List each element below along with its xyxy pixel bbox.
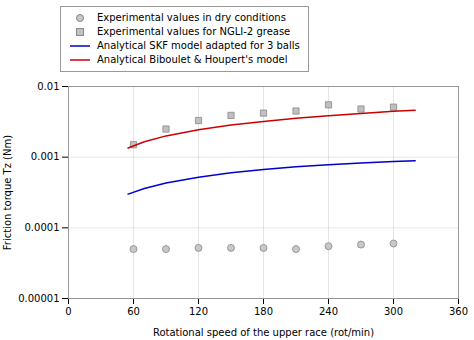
svg-text:300: 300 xyxy=(384,306,403,317)
html-text:Experimental values for NGLI-2: Experimental values for NGLI-2 grease xyxy=(97,26,291,37)
html-text:Analytical SKF model adapted f: Analytical SKF model adapted for 3 balls xyxy=(97,40,300,51)
html-text:Experimental values in dry con: Experimental values in dry conditions xyxy=(97,12,286,23)
svg-text:0.0001: 0.0001 xyxy=(25,222,60,233)
svg-text:0.00001: 0.00001 xyxy=(18,293,59,304)
svg-text:Friction torque Tz (Nm): Friction torque Tz (Nm) xyxy=(2,135,13,250)
svg-text:240: 240 xyxy=(319,306,338,317)
svg-text:0.001: 0.001 xyxy=(31,151,60,162)
svg-text:120: 120 xyxy=(189,306,208,317)
html-text:Analytical Biboulet & Houpert': Analytical Biboulet & Houpert's model xyxy=(97,54,288,65)
svg-text:60: 60 xyxy=(127,306,140,317)
svg-text:360: 360 xyxy=(449,306,468,317)
svg-text:0.01: 0.01 xyxy=(37,81,59,92)
svg-text:0: 0 xyxy=(65,306,71,317)
svg-text:Rotational speed of the upper: Rotational speed of the upper race (rot/… xyxy=(153,327,374,338)
svg-text:180: 180 xyxy=(254,306,273,317)
